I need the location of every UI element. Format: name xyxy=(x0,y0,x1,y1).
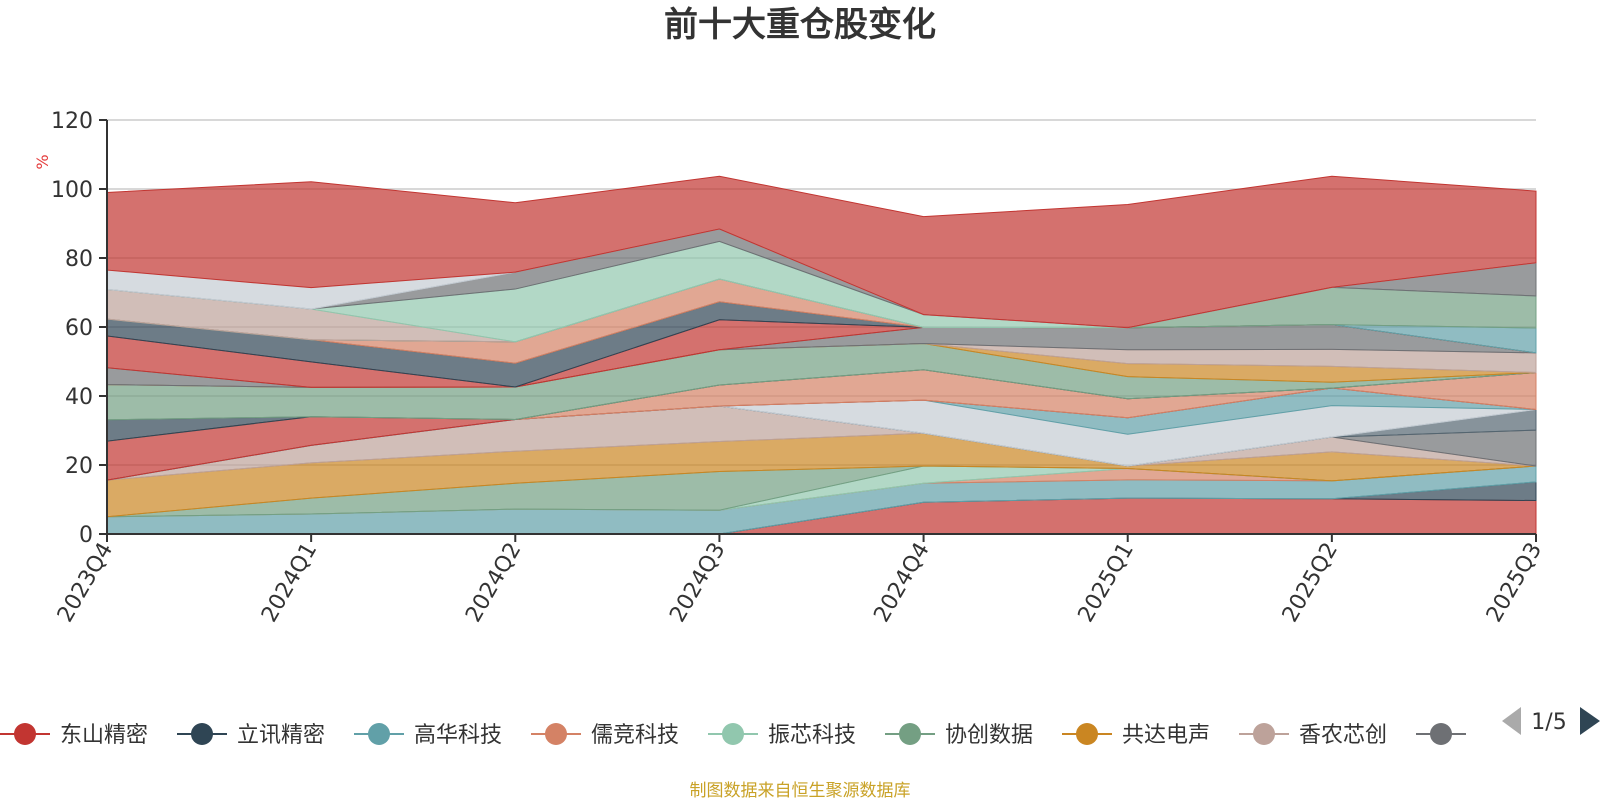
legend-label: 儒竞科技 xyxy=(591,723,679,748)
y-tick-label: 60 xyxy=(65,316,93,341)
x-tick-label: 2024Q3 xyxy=(665,539,730,627)
legend-label: 高华科技 xyxy=(414,723,502,748)
legend-label: 振芯科技 xyxy=(768,723,856,748)
x-tick-label: 2025Q3 xyxy=(1482,539,1547,627)
y-tick-label: 80 xyxy=(65,247,93,272)
y-tick-label: 40 xyxy=(65,385,93,410)
legend-item[interactable]: 共达电声 xyxy=(1062,723,1210,748)
legend-circle-icon xyxy=(368,723,390,745)
x-tick-label: 2023Q4 xyxy=(53,539,118,627)
legend-label: 协创数据 xyxy=(945,723,1033,748)
chart-title: 前十大重仓股变化 xyxy=(664,5,936,45)
x-axis-ticks: 2023Q4 2024Q1 2024Q2 2024Q3 2024Q4 2025Q1 2025… xyxy=(53,534,1547,627)
legend-page-indicator: 1/5 xyxy=(1531,710,1566,735)
legend-circle-icon xyxy=(191,723,213,745)
legend-item[interactable]: 协创数据 xyxy=(885,723,1033,748)
x-tick-label: 2024Q4 xyxy=(869,539,934,627)
y-axis-ticks: 0 20 40 60 80 100 120 xyxy=(51,109,107,548)
legend-item[interactable]: 东山精密 xyxy=(0,723,148,748)
legend-label: 共达电声 xyxy=(1122,723,1210,748)
area-series-group xyxy=(106,175,1537,535)
legend-circle-icon xyxy=(1430,723,1452,745)
legend-circle-icon xyxy=(899,723,921,745)
legend-item[interactable]: 高华科技 xyxy=(354,723,502,748)
legend: 东山精密 立讯精密 高华科技 儒竞科技 振芯科技 协创数据 共达电声 香农芯创 xyxy=(0,723,1466,748)
legend-prev-page-icon[interactable] xyxy=(1502,707,1521,735)
area-series-28[interactable] xyxy=(106,175,1537,329)
legend-circle-icon xyxy=(14,723,36,745)
legend-item[interactable]: 振芯科技 xyxy=(708,723,856,748)
x-tick-label: 2024Q1 xyxy=(257,539,322,627)
y-axis-unit-label: % xyxy=(33,154,52,169)
legend-circle-icon xyxy=(722,723,744,745)
legend-item[interactable]: 香农芯创 xyxy=(1239,723,1387,748)
y-tick-label: 0 xyxy=(79,523,93,548)
legend-item[interactable]: 立讯精密 xyxy=(177,723,325,748)
x-tick-label: 2025Q1 xyxy=(1074,539,1139,627)
y-tick-label: 20 xyxy=(65,454,93,479)
x-tick-label: 2025Q2 xyxy=(1278,539,1343,627)
legend-label: 立讯精密 xyxy=(237,723,325,748)
legend-circle-icon xyxy=(1076,723,1098,745)
legend-pager: 1/5 xyxy=(1502,707,1600,735)
legend-circle-icon xyxy=(1253,723,1275,745)
data-source-note: 制图数据来自恒生聚源数据库 xyxy=(690,781,911,800)
legend-item[interactable] xyxy=(1416,723,1466,745)
legend-item[interactable]: 儒竞科技 xyxy=(531,723,679,748)
legend-label: 东山精密 xyxy=(60,723,148,748)
y-tick-label: 120 xyxy=(51,109,93,134)
legend-next-page-icon[interactable] xyxy=(1580,707,1600,735)
legend-label: 香农芯创 xyxy=(1299,723,1387,748)
x-tick-label: 2024Q2 xyxy=(461,539,526,627)
legend-circle-icon xyxy=(545,723,567,745)
y-tick-label: 100 xyxy=(51,178,93,203)
